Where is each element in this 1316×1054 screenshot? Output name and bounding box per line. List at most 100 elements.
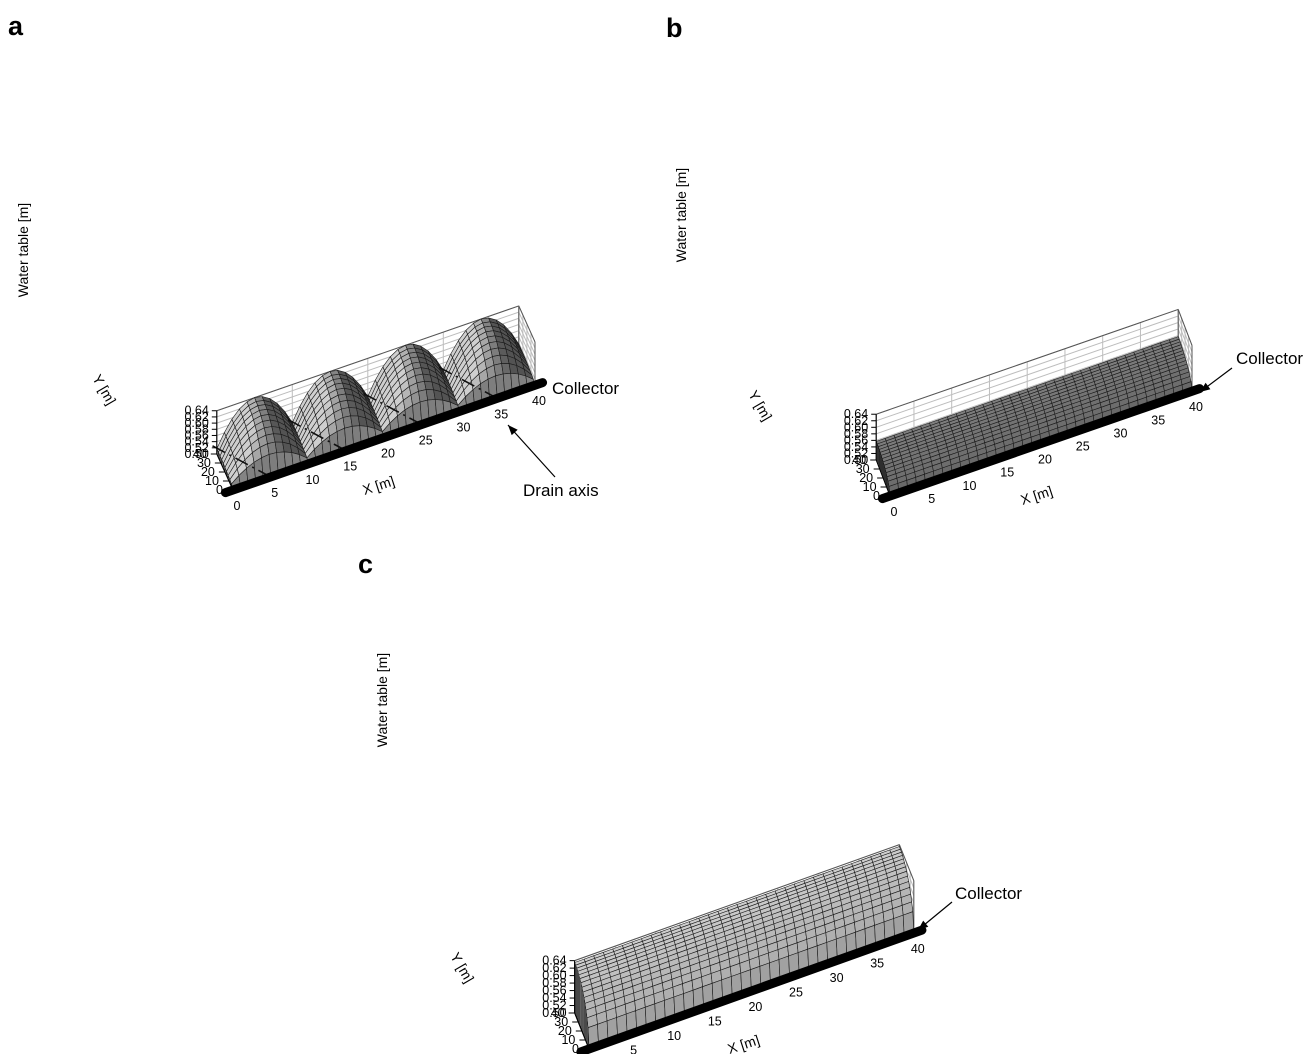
x-tick-label: 5 — [630, 1044, 637, 1054]
z-tick-label: 0.52 — [844, 446, 868, 460]
x-tick-label: 35 — [870, 957, 884, 971]
z-tick-label: 0.64 — [844, 407, 868, 421]
drain-axis-arrow — [507, 424, 556, 478]
drain-axis-line — [209, 443, 272, 478]
x-tick-label: 40 — [911, 942, 925, 956]
y-axis-label: Y [m] — [89, 371, 119, 407]
x-tick-label: 30 — [1114, 426, 1128, 440]
collector-label: Collector — [955, 884, 1022, 903]
collector-label: Collector — [552, 379, 619, 398]
z-axis: 0.500.520.540.560.580.600.620.64 Water ta… — [673, 168, 877, 467]
z-tick-label: 0.54 — [844, 440, 868, 454]
panel-letter: a — [8, 11, 24, 41]
water-table-surface — [875, 336, 1193, 497]
y-tick-label: 10 — [561, 1033, 575, 1047]
z-tick-label: 0.54 — [542, 991, 566, 1005]
y-tick-label: 0 — [216, 483, 223, 497]
z-tick-label: 0.56 — [184, 428, 208, 442]
y-tick-label: 10 — [205, 474, 219, 488]
x-tick-label: 25 — [1076, 440, 1090, 454]
collector-label: Collector — [1236, 349, 1303, 368]
x-tick-label: 0 — [234, 499, 241, 513]
z-axis-label: Water table [m] — [374, 653, 390, 747]
annotations: Collector Drain axis — [507, 379, 619, 500]
frame-edge — [876, 308, 1179, 415]
x-tick-label: 20 — [381, 447, 395, 461]
x-tick-label: 40 — [1189, 400, 1203, 414]
x-tick-label: 20 — [748, 1000, 762, 1014]
x-tick-label: 25 — [789, 986, 803, 1000]
z-axis-label: Water table [m] — [673, 168, 689, 262]
water-table-surface — [216, 317, 536, 491]
drain-axes — [209, 365, 498, 478]
x-axis-label: X [m] — [1018, 483, 1054, 508]
y-tick-label: 20 — [859, 471, 873, 485]
annotations: Collector — [917, 884, 1022, 931]
x-tick-label: 20 — [1038, 453, 1052, 467]
drain-axis-label: Drain axis — [523, 481, 599, 500]
y-axis-label: Y [m] — [447, 949, 477, 985]
frame-edge — [518, 305, 536, 343]
z-tick-label: 0.64 — [542, 954, 566, 968]
z-tick-label: 0.58 — [844, 427, 868, 441]
x-tick-label: 5 — [271, 486, 278, 500]
y-tick-label: 20 — [201, 465, 215, 479]
z-tick-label: 0.64 — [184, 404, 208, 418]
y-tick-label: 40 — [852, 453, 866, 467]
y-tick-label: 30 — [554, 1015, 568, 1029]
drain-axis-line — [360, 391, 423, 426]
x-axis-label: X [m] — [360, 473, 396, 498]
y-tick-label: 30 — [856, 462, 870, 476]
y-tick-label: 10 — [863, 480, 877, 494]
x-tick-label: 5 — [928, 492, 935, 506]
z-tick-label: 0.56 — [844, 433, 868, 447]
x-tick-label: 40 — [532, 394, 546, 408]
z-tick-label: 0.52 — [184, 441, 208, 455]
y-tick-label: 30 — [197, 456, 211, 470]
frame-edge — [216, 305, 519, 412]
z-tick-label: 0.60 — [184, 416, 208, 430]
z-tick-label: 0.50 — [844, 453, 868, 467]
panel-b: b 0.500.520.540.560.580.600.620.64 Water t… — [666, 13, 1303, 519]
drain-axis-arrowhead — [508, 425, 518, 436]
panel-a: a 0.500.520.540.560.580.600.620.64 Water t… — [8, 11, 619, 513]
y-tick-label: 0 — [873, 489, 880, 503]
x-tick-label: 10 — [667, 1029, 681, 1043]
drain-axis-line — [285, 417, 347, 452]
y-tick-label: 20 — [558, 1024, 572, 1038]
z-tick-label: 0.60 — [542, 969, 566, 983]
z-axis: 0.500.520.540.560.580.600.620.64 Water ta… — [15, 203, 218, 461]
z-tick-label: 0.58 — [542, 976, 566, 990]
x-tick-label: 35 — [1151, 413, 1165, 427]
collector-bar — [220, 378, 548, 498]
frame-edge — [1177, 309, 1193, 346]
z-tick-label: 0.50 — [184, 447, 208, 461]
z-tick-label: 0.62 — [844, 414, 868, 428]
x-tick-label: 15 — [708, 1015, 722, 1029]
z-axis: 0.500.520.540.560.580.600.620.64 Water ta… — [374, 653, 576, 1020]
frame-edge — [574, 844, 900, 962]
y-tick-label: 40 — [551, 1006, 565, 1020]
panel-letter: c — [358, 549, 373, 579]
z-tick-label: 0.58 — [184, 422, 208, 436]
y-tick-label: 40 — [193, 447, 207, 461]
z-tick-label: 0.54 — [184, 435, 208, 449]
collector-bar — [576, 925, 927, 1054]
y-tick-label: 0 — [572, 1042, 579, 1054]
z-tick-label: 0.52 — [542, 999, 566, 1013]
panel-letter: b — [666, 13, 683, 43]
collector-bar — [877, 384, 1205, 504]
z-tick-label: 0.62 — [184, 410, 208, 424]
collector-arrowhead — [918, 920, 929, 930]
x-tick-label: 10 — [306, 473, 320, 487]
y-axis-label: Y [m] — [745, 387, 775, 423]
x-tick-label: 15 — [343, 460, 357, 474]
z-tick-label: 0.56 — [542, 984, 566, 998]
z-tick-label: 0.50 — [542, 1006, 566, 1020]
x-tick-label: 30 — [457, 420, 471, 434]
x-tick-label: 15 — [1000, 466, 1014, 480]
